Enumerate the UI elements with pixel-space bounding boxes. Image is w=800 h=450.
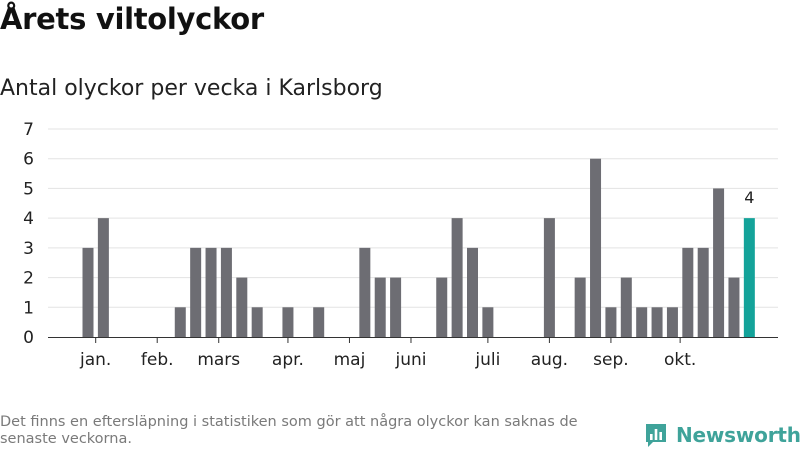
bar-chart: 0 1 2 3 4 5 6 7 4 jan. feb. mars apr. maj juni juli au… <box>23 120 778 370</box>
x-tick-label: sep. <box>593 350 629 370</box>
bar <box>590 158 602 337</box>
bar <box>205 247 217 337</box>
bar <box>236 277 248 337</box>
x-tick-label: feb. <box>141 350 174 370</box>
y-tick-label: 3 <box>23 239 34 259</box>
y-axis-ticks: 0 1 2 3 4 5 6 7 <box>23 120 34 348</box>
highlight-bar <box>743 218 755 337</box>
bar <box>697 247 709 337</box>
bar <box>605 307 617 337</box>
bar <box>467 247 478 337</box>
bar <box>636 307 648 337</box>
brand-logo[interactable]: Newsworthy <box>644 420 800 450</box>
data-labels: 4 <box>744 188 754 207</box>
x-axis-month-labels: jan. feb. mars apr. maj juni juli aug. sep. okt. <box>79 337 696 370</box>
bar <box>620 277 632 337</box>
footnote: Det finns en eftersläpning i statistiken… <box>0 414 578 447</box>
chart-subtitle: Antal olyckor per vecka i Karlsborg <box>0 76 383 101</box>
bar <box>174 307 186 337</box>
bar <box>436 277 448 337</box>
bar <box>282 307 294 337</box>
x-tick-label: maj <box>334 350 366 370</box>
bar <box>82 247 94 337</box>
bar <box>651 307 663 337</box>
y-tick-label: 1 <box>23 298 34 318</box>
brand-name: Newsworthy <box>676 423 800 447</box>
data-label: 4 <box>744 188 754 207</box>
bar <box>682 247 694 337</box>
bar <box>359 247 371 337</box>
bar <box>728 277 740 337</box>
bar <box>713 188 725 337</box>
bar <box>190 247 202 337</box>
x-tick-label: okt. <box>664 350 696 370</box>
grid-lines <box>48 128 778 308</box>
x-tick-label: juni <box>394 350 426 370</box>
bar <box>313 307 325 337</box>
x-tick-label: jan. <box>79 350 111 370</box>
bar <box>574 277 586 337</box>
y-tick-label: 6 <box>23 150 34 170</box>
x-tick-label: aug. <box>531 350 568 370</box>
y-tick-label: 5 <box>23 179 34 199</box>
bar <box>390 277 402 337</box>
x-tick-label: juli <box>474 350 500 370</box>
bar <box>543 218 555 337</box>
bar <box>482 307 494 337</box>
bar <box>666 307 678 337</box>
x-tick-label: mars <box>197 350 240 370</box>
bar <box>251 307 263 337</box>
bars <box>82 158 755 337</box>
y-tick-label: 4 <box>23 209 34 229</box>
y-tick-label: 0 <box>23 328 34 348</box>
y-tick-label: 7 <box>23 120 34 140</box>
x-tick-label: apr. <box>272 350 304 370</box>
chart-title: Årets viltolyckor <box>0 2 264 36</box>
bar <box>97 218 109 337</box>
bar-chart-logo-icon <box>646 424 666 447</box>
bar <box>220 247 232 337</box>
bar <box>374 277 386 337</box>
bar <box>451 218 463 337</box>
y-tick-label: 2 <box>23 269 34 289</box>
